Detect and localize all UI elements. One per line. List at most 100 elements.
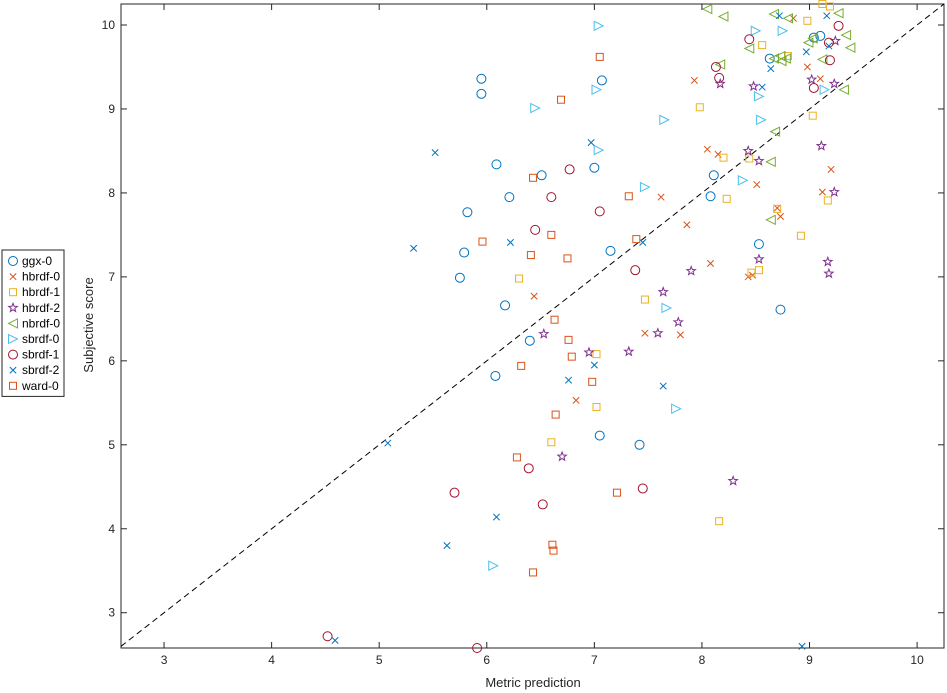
data-point-sbrdf-2 xyxy=(506,238,514,247)
data-point-sbrdf-2 xyxy=(590,361,598,369)
data-point-hbrdf-2 xyxy=(727,474,739,486)
data-point-hbrdf-1 xyxy=(719,153,728,162)
data-point-hbrdf-1 xyxy=(825,2,834,11)
data-point-hbrdf-1 xyxy=(592,403,601,412)
data-point-sbrdf-0 xyxy=(756,114,767,126)
x-axis-label: Metric prediction xyxy=(485,675,580,690)
data-point-hbrdf-2 xyxy=(747,80,760,92)
data-point-sbrdf-0 xyxy=(737,175,749,186)
legend-label-ward-0: ward-0 xyxy=(21,379,59,393)
legend-label-hbrdf-0: hbrdf-0 xyxy=(22,270,60,284)
data-point-nbrdf-0 xyxy=(774,50,786,62)
data-point-hbrdf-2 xyxy=(806,73,818,85)
data-point-sbrdf-1 xyxy=(546,192,557,203)
data-point-sbrdf-0 xyxy=(659,114,670,126)
data-point-ggx-0 xyxy=(705,191,716,202)
data-point-ggx-0 xyxy=(764,53,775,64)
data-point-ward-0 xyxy=(563,254,572,263)
data-point-ggx-0 xyxy=(708,170,719,181)
data-point-sbrdf-0 xyxy=(819,84,831,95)
data-point-nbrdf-0 xyxy=(717,11,729,22)
data-point-hbrdf-1 xyxy=(818,0,827,8)
data-point-ggx-0 xyxy=(476,73,487,84)
data-point-ward-0 xyxy=(632,235,641,244)
legend-item-sbrdf-0: sbrdf-0 xyxy=(8,332,60,346)
data-point-nbrdf-0 xyxy=(701,3,713,15)
data-point-sbrdf-1 xyxy=(537,499,548,510)
data-point-hbrdf-0 xyxy=(572,396,580,404)
x-tick-label: 6 xyxy=(483,653,490,667)
series-nbrdf-0 xyxy=(701,3,856,226)
data-point-sbrdf-1 xyxy=(637,483,648,494)
y-tick-label: 9 xyxy=(108,102,115,116)
data-point-nbrdf-0 xyxy=(765,156,776,168)
data-point-sbrdf-0 xyxy=(753,91,765,102)
data-point-sbrdf-0 xyxy=(593,20,605,32)
data-point-hbrdf-0 xyxy=(690,76,698,84)
data-point-sbrdf-1 xyxy=(594,206,605,217)
data-point-nbrdf-0 xyxy=(743,43,755,54)
legend-item-ggx-0: ggx-0 xyxy=(8,254,52,268)
data-point-ward-0 xyxy=(624,192,633,201)
legend-label-hbrdf-1: hbrdf-1 xyxy=(22,285,60,299)
data-point-hbrdf-0 xyxy=(703,145,711,153)
y-tick-label: 6 xyxy=(108,354,115,368)
legend-item-sbrdf-2: sbrdf-2 xyxy=(9,363,60,377)
data-point-ggx-0 xyxy=(753,239,764,250)
legend-marker-ward-0 xyxy=(9,381,17,390)
data-point-ward-0 xyxy=(548,540,557,549)
data-point-ggx-0 xyxy=(536,170,547,181)
data-point-sbrdf-1 xyxy=(472,643,483,653)
x-tick-label: 3 xyxy=(161,653,168,667)
data-point-hbrdf-2 xyxy=(828,186,840,197)
data-point-hbrdf-0 xyxy=(683,221,691,229)
data-point-sbrdf-1 xyxy=(523,463,534,474)
legend-box xyxy=(1,249,65,397)
data-point-hbrdf-1 xyxy=(803,16,812,25)
data-point-nbrdf-0 xyxy=(838,84,849,95)
data-point-hbrdf-2 xyxy=(742,145,754,156)
legend-item-hbrdf-1: hbrdf-1 xyxy=(9,285,60,299)
data-point-hbrdf-0 xyxy=(827,165,835,173)
data-point-ward-0 xyxy=(529,568,538,577)
data-point-ward-0 xyxy=(549,546,558,555)
legend-marker-hbrdf-2 xyxy=(7,301,19,313)
y-tick-label: 8 xyxy=(108,186,115,200)
data-point-sbrdf-0 xyxy=(488,560,499,572)
data-point-hbrdf-1 xyxy=(695,103,704,112)
data-point-hbrdf-2 xyxy=(538,328,550,339)
data-point-hbrdf-2 xyxy=(822,255,834,267)
data-point-sbrdf-2 xyxy=(587,138,595,147)
x-tick-label: 9 xyxy=(806,653,813,667)
legend-label-hbrdf-2: hbrdf-2 xyxy=(22,301,60,315)
data-point-ggx-0 xyxy=(504,192,515,203)
legend-item-hbrdf-2: hbrdf-2 xyxy=(7,301,60,315)
data-point-hbrdf-0 xyxy=(773,204,781,212)
data-point-hbrdf-2 xyxy=(652,327,664,338)
data-point-sbrdf-0 xyxy=(591,84,603,95)
data-point-hbrdf-0 xyxy=(657,193,665,201)
data-point-hbrdf-2 xyxy=(672,316,684,328)
data-point-ggx-0 xyxy=(524,335,535,346)
x-tick-label: 10 xyxy=(910,653,924,667)
x-axis-ticks: 3 4 5 6 7 8 9 10 xyxy=(161,4,924,667)
data-point-sbrdf-0 xyxy=(671,403,682,415)
data-point-hbrdf-0 xyxy=(753,180,761,189)
data-point-sbrdf-1 xyxy=(744,34,755,45)
data-point-hbrdf-0 xyxy=(789,14,797,22)
legend-marker-sbrdf-2 xyxy=(9,366,17,374)
data-point-nbrdf-0 xyxy=(832,7,844,19)
data-point-ggx-0 xyxy=(775,304,786,315)
data-point-hbrdf-0 xyxy=(706,259,715,268)
data-point-hbrdf-0 xyxy=(676,331,684,339)
data-point-hbrdf-1 xyxy=(773,204,782,213)
legend-marker-ggx-0 xyxy=(8,256,18,266)
data-point-ward-0 xyxy=(564,335,573,344)
plot-area-box xyxy=(120,3,945,649)
data-point-ward-0 xyxy=(551,410,560,419)
data-point-hbrdf-0 xyxy=(803,63,811,71)
data-point-sbrdf-2 xyxy=(384,439,392,447)
data-point-hbrdf-1 xyxy=(796,231,805,240)
data-point-ggx-0 xyxy=(605,245,616,256)
